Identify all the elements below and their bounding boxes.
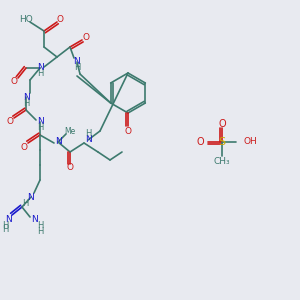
Text: HO: HO bbox=[19, 16, 33, 25]
Text: N: N bbox=[37, 64, 44, 73]
Text: S: S bbox=[218, 137, 226, 147]
Text: CH₃: CH₃ bbox=[214, 158, 230, 166]
Text: H: H bbox=[37, 221, 43, 230]
Text: O: O bbox=[218, 119, 226, 129]
Text: H: H bbox=[2, 220, 8, 230]
Text: Me: Me bbox=[64, 127, 76, 136]
Text: N: N bbox=[85, 136, 92, 145]
Text: O: O bbox=[20, 142, 28, 152]
Text: N: N bbox=[28, 193, 34, 202]
Text: N: N bbox=[55, 137, 62, 146]
Text: O: O bbox=[67, 164, 73, 172]
Text: H: H bbox=[37, 124, 43, 133]
Text: N: N bbox=[74, 58, 80, 67]
Text: H: H bbox=[37, 226, 43, 236]
Text: OH: OH bbox=[244, 137, 258, 146]
Text: H: H bbox=[74, 64, 80, 73]
Text: O: O bbox=[7, 118, 14, 127]
Text: N: N bbox=[22, 92, 29, 101]
Text: N: N bbox=[4, 214, 11, 224]
Text: H: H bbox=[37, 70, 43, 79]
Text: N: N bbox=[37, 118, 44, 127]
Text: N: N bbox=[31, 215, 38, 224]
Text: O: O bbox=[11, 77, 17, 86]
Text: H: H bbox=[2, 226, 8, 235]
Text: O: O bbox=[196, 137, 204, 147]
Text: O: O bbox=[124, 127, 131, 136]
Text: H: H bbox=[85, 130, 91, 139]
Text: O: O bbox=[82, 32, 89, 41]
Text: O: O bbox=[56, 16, 64, 25]
Text: H: H bbox=[22, 199, 28, 208]
Text: H: H bbox=[23, 98, 29, 107]
